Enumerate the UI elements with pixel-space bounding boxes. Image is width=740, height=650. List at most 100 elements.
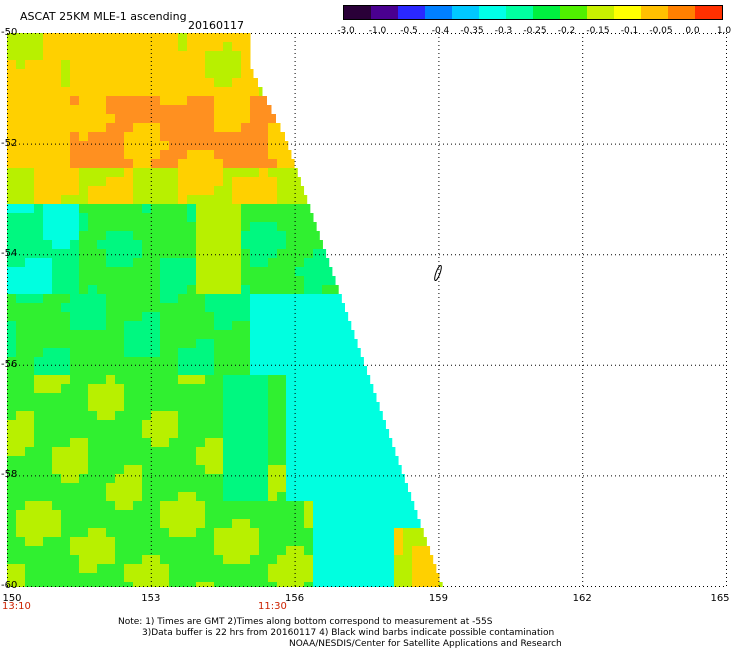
- swath-cell: [88, 177, 98, 187]
- swath-cell: [133, 573, 143, 583]
- swath-cell: [232, 168, 242, 178]
- swath-cell: [304, 411, 314, 421]
- swath-cell: [232, 474, 242, 484]
- swath-cell: [97, 420, 107, 430]
- swath-cell: [214, 159, 224, 169]
- swath-cell: [97, 474, 107, 484]
- swath-cell: [277, 420, 287, 430]
- swath-cell: [259, 204, 269, 214]
- swath-cell: [277, 321, 287, 331]
- swath-cell: [16, 33, 26, 43]
- swath-cell: [367, 411, 377, 421]
- swath-cell: [88, 285, 98, 295]
- swath-cell: [133, 348, 143, 358]
- swath-cell: [160, 339, 170, 349]
- swath-cell: [70, 528, 80, 538]
- swath-cell: [61, 564, 71, 574]
- swath-cell: [250, 213, 260, 223]
- swath-cell: [124, 285, 134, 295]
- swath-cell: [124, 159, 134, 169]
- swath-cell: [133, 330, 143, 340]
- swath-cell: [7, 492, 17, 502]
- swath-cell: [88, 456, 98, 466]
- swath-cell: [304, 510, 314, 520]
- latitude-label: -56: [1, 358, 18, 370]
- swath-cell: [7, 78, 17, 88]
- swath-cell: [124, 249, 134, 259]
- swath-cell: [232, 456, 242, 466]
- swath-cell: [169, 303, 179, 313]
- swath-cell: [142, 456, 152, 466]
- swath-cell: [97, 357, 107, 367]
- swath-cell: [61, 384, 71, 394]
- swath-cell: [25, 483, 35, 493]
- swath-cell: [223, 123, 233, 133]
- swath-cell: [205, 114, 215, 124]
- swath-cell: [151, 240, 161, 250]
- swath-cell: [160, 429, 170, 439]
- swath-cell: [16, 546, 26, 556]
- swath-cell: [133, 276, 143, 286]
- swath-cell: [106, 429, 116, 439]
- swath-cell: [367, 447, 377, 457]
- swath-cell: [52, 276, 62, 286]
- swath-cell: [106, 573, 116, 583]
- swath-cell: [304, 375, 314, 385]
- swath-cell: [133, 312, 143, 322]
- swath-cell: [223, 438, 233, 448]
- swath-cell: [439, 582, 443, 592]
- swath-cell: [7, 69, 17, 79]
- swath-cell: [349, 438, 359, 448]
- swath-cell: [223, 96, 233, 106]
- swath-cell: [43, 240, 53, 250]
- swath-cell: [52, 402, 62, 412]
- swath-cell: [88, 357, 98, 367]
- swath-cell: [205, 294, 215, 304]
- swath-cell: [196, 393, 206, 403]
- swath-cell: [187, 159, 197, 169]
- swath-cell: [214, 150, 224, 160]
- swath-cell: [241, 384, 251, 394]
- swath-cell: [16, 294, 26, 304]
- swath-cell: [169, 141, 179, 151]
- swath-cell: [349, 348, 359, 358]
- swath-cell: [232, 438, 242, 448]
- swath-cell: [52, 312, 62, 322]
- swath-cell: [196, 456, 206, 466]
- swath-cell: [97, 384, 107, 394]
- swath-cell: [268, 402, 278, 412]
- swath-cell: [97, 285, 107, 295]
- swath-cell: [241, 528, 251, 538]
- swath-cell: [403, 474, 405, 484]
- swath-cell: [79, 573, 89, 583]
- swath-cell: [70, 366, 80, 376]
- swath-cell: [61, 573, 71, 583]
- swath-cell: [232, 555, 242, 565]
- swath-cell: [79, 402, 89, 412]
- swath-cell: [61, 78, 71, 88]
- swath-cell: [358, 357, 364, 367]
- swath-cell: [79, 114, 89, 124]
- swath-cell: [304, 573, 314, 583]
- swath-cell: [142, 159, 152, 169]
- swath-cell: [214, 132, 224, 142]
- swath-cell: [142, 357, 152, 367]
- swath-cell: [241, 483, 251, 493]
- swath-cell: [205, 447, 215, 457]
- swath-cell: [295, 249, 305, 259]
- swath-cell: [196, 555, 206, 565]
- color-scale-swatch: [344, 6, 372, 19]
- swath-cell: [277, 366, 287, 376]
- swath-cell: [151, 285, 161, 295]
- swath-cell: [403, 573, 413, 583]
- swath-cell: [205, 384, 215, 394]
- swath-cell: [178, 375, 188, 385]
- swath-cell: [61, 96, 71, 106]
- swath-cell: [358, 402, 368, 412]
- swath-cell: [187, 420, 197, 430]
- swath-cell: [295, 168, 298, 178]
- swath-cell: [70, 213, 80, 223]
- swath-cell: [151, 465, 161, 475]
- swath-cell: [79, 132, 89, 142]
- swath-cell: [88, 186, 98, 196]
